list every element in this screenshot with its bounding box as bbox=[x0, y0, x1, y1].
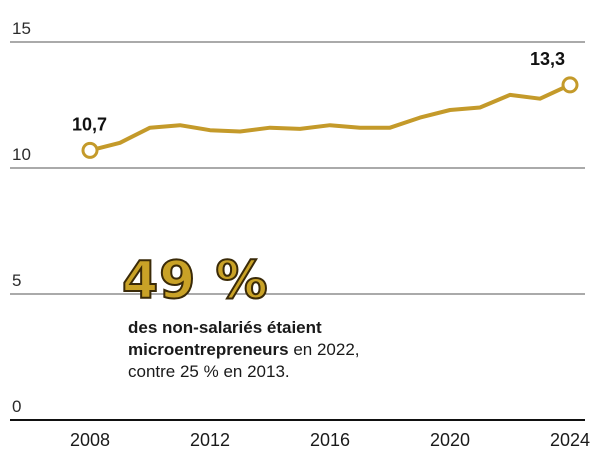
data-label-last: 13,3 bbox=[530, 49, 565, 69]
x-tick-label: 2020 bbox=[430, 430, 470, 450]
y-tick-label: 15 bbox=[12, 19, 31, 38]
y-axis-ticks: 0 5 10 15 bbox=[12, 19, 31, 416]
y-tick-label: 0 bbox=[12, 397, 21, 416]
callout-bold-line2: microentrepreneurs bbox=[128, 340, 289, 359]
data-label-first: 10,7 bbox=[72, 114, 107, 134]
x-tick-label: 2012 bbox=[190, 430, 230, 450]
data-labels: 10,7 13,3 bbox=[72, 49, 565, 135]
y-tick-label: 5 bbox=[12, 271, 21, 290]
callout-bold-line1: des non-salariés étaient bbox=[128, 318, 322, 337]
x-tick-label: 2008 bbox=[70, 430, 110, 450]
callout-description: des non-salariés étaient microentreprene… bbox=[128, 317, 482, 383]
series-line bbox=[81, 76, 579, 159]
y-tick-label: 10 bbox=[12, 145, 31, 164]
callout-rest-line2: en 2022, bbox=[288, 340, 360, 359]
marker-first bbox=[81, 141, 99, 159]
x-tick-label: 2016 bbox=[310, 430, 350, 450]
x-tick-label: 2024 bbox=[550, 430, 590, 450]
callout-big-percent: 49 % bbox=[121, 251, 269, 311]
callout-line3: contre 25 % en 2013. bbox=[128, 362, 290, 381]
gridlines bbox=[10, 41, 585, 421]
series-polyline bbox=[88, 82, 572, 153]
marker-last bbox=[561, 76, 579, 94]
x-axis-ticks: 2008 2012 2016 2020 2024 bbox=[70, 430, 590, 450]
callout: 49 % des non-salariés étaient microentre… bbox=[121, 251, 482, 383]
